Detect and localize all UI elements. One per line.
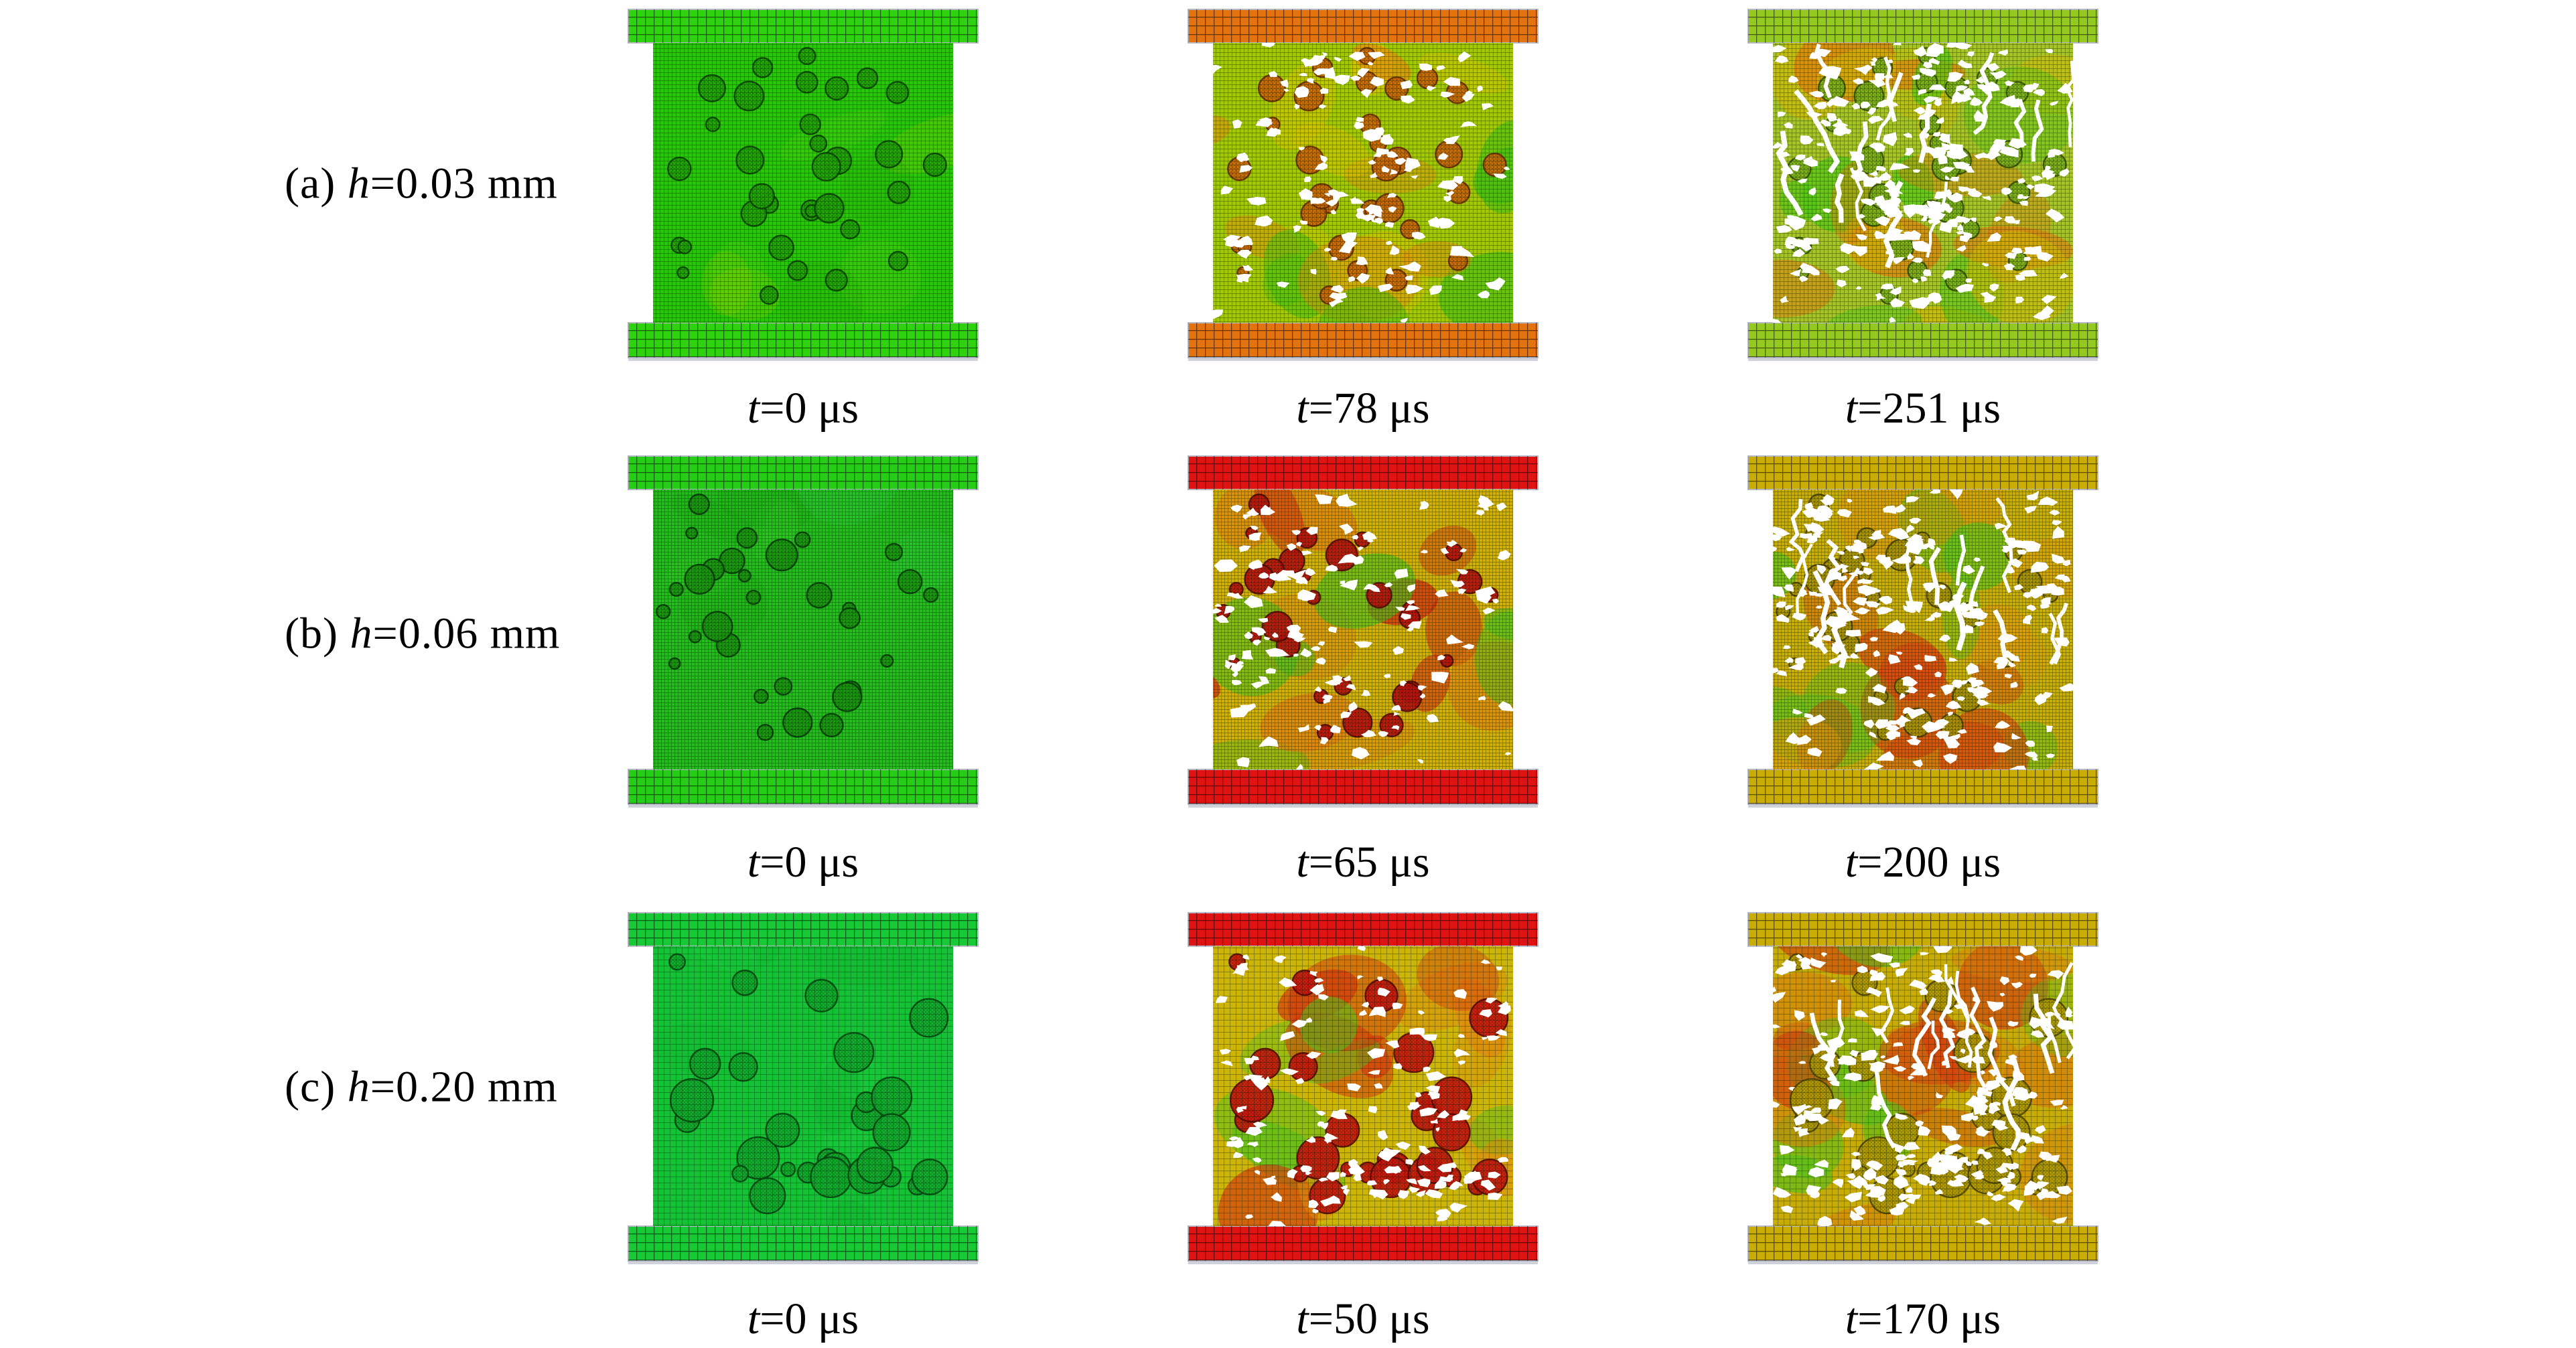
caption-variable: t xyxy=(1296,838,1309,887)
caption-value: =65 μs xyxy=(1308,838,1430,887)
specimen-panel-a-t251 xyxy=(1747,8,2098,362)
row-label-value: =0.20 mm xyxy=(370,1062,558,1112)
row-label-a: (a) h=0.03 mm xyxy=(285,158,700,209)
caption-variable: t xyxy=(747,1294,760,1343)
caption-variable: t xyxy=(1296,1294,1309,1343)
row-label-b: (b) h=0.06 mm xyxy=(285,608,700,659)
specimen-panel-a-t78 xyxy=(1188,8,1539,362)
row-label-prefix: (c) xyxy=(285,1062,348,1112)
time-caption: t=0 μs xyxy=(628,383,979,434)
caption-variable: t xyxy=(1845,384,1858,433)
time-caption: t=200 μs xyxy=(1747,837,2098,888)
caption-value: =0 μs xyxy=(760,384,859,433)
specimen-mesh-svg xyxy=(628,912,979,1264)
row-label-variable: h xyxy=(350,609,373,658)
specimen-panel-c-t170 xyxy=(1747,911,2098,1265)
time-caption: t=251 μs xyxy=(1747,383,2098,434)
row-label-c: (c) h=0.20 mm xyxy=(285,1061,700,1112)
specimen-panel-b-t65 xyxy=(1188,455,1539,808)
caption-value: =0 μs xyxy=(760,1294,859,1343)
time-caption: t=0 μs xyxy=(628,837,979,888)
specimen-mesh-svg xyxy=(1747,912,2098,1264)
time-caption: t=50 μs xyxy=(1188,1294,1539,1345)
specimen-mesh-svg xyxy=(1188,912,1539,1264)
caption-variable: t xyxy=(747,838,760,887)
caption-value: =170 μs xyxy=(1857,1294,2001,1343)
row-label-variable: h xyxy=(347,1062,370,1112)
caption-variable: t xyxy=(1296,384,1309,433)
time-caption: t=170 μs xyxy=(1747,1294,2098,1345)
specimen-mesh-svg xyxy=(628,455,979,808)
caption-value: =251 μs xyxy=(1857,384,2001,433)
row-label-prefix: (a) xyxy=(285,159,348,208)
specimen-panel-c-t0 xyxy=(628,911,979,1265)
time-caption: t=65 μs xyxy=(1188,837,1539,888)
row-label-value: =0.03 mm xyxy=(370,159,558,208)
time-caption: t=0 μs xyxy=(628,1294,979,1345)
row-label-prefix: (b) xyxy=(285,609,350,658)
specimen-mesh-svg xyxy=(628,9,979,361)
specimen-panel-b-t200 xyxy=(1747,455,2098,808)
specimen-panel-b-t0 xyxy=(628,455,979,808)
caption-variable: t xyxy=(1845,1294,1858,1343)
caption-value: =78 μs xyxy=(1308,384,1430,433)
specimen-panel-a-t0 xyxy=(628,8,979,362)
specimen-mesh-svg xyxy=(1747,9,2098,361)
specimen-mesh-svg xyxy=(1747,455,2098,808)
row-label-variable: h xyxy=(347,159,370,208)
caption-value: =200 μs xyxy=(1857,838,2001,887)
specimen-mesh-svg xyxy=(1188,9,1539,361)
row-label-value: =0.06 mm xyxy=(372,609,561,658)
specimen-mesh-svg xyxy=(1188,455,1539,808)
specimen-panel-c-t50 xyxy=(1188,911,1539,1265)
caption-variable: t xyxy=(1845,838,1858,887)
time-caption: t=78 μs xyxy=(1188,383,1539,434)
caption-variable: t xyxy=(747,384,760,433)
caption-value: =50 μs xyxy=(1308,1294,1430,1343)
caption-value: =0 μs xyxy=(760,838,859,887)
